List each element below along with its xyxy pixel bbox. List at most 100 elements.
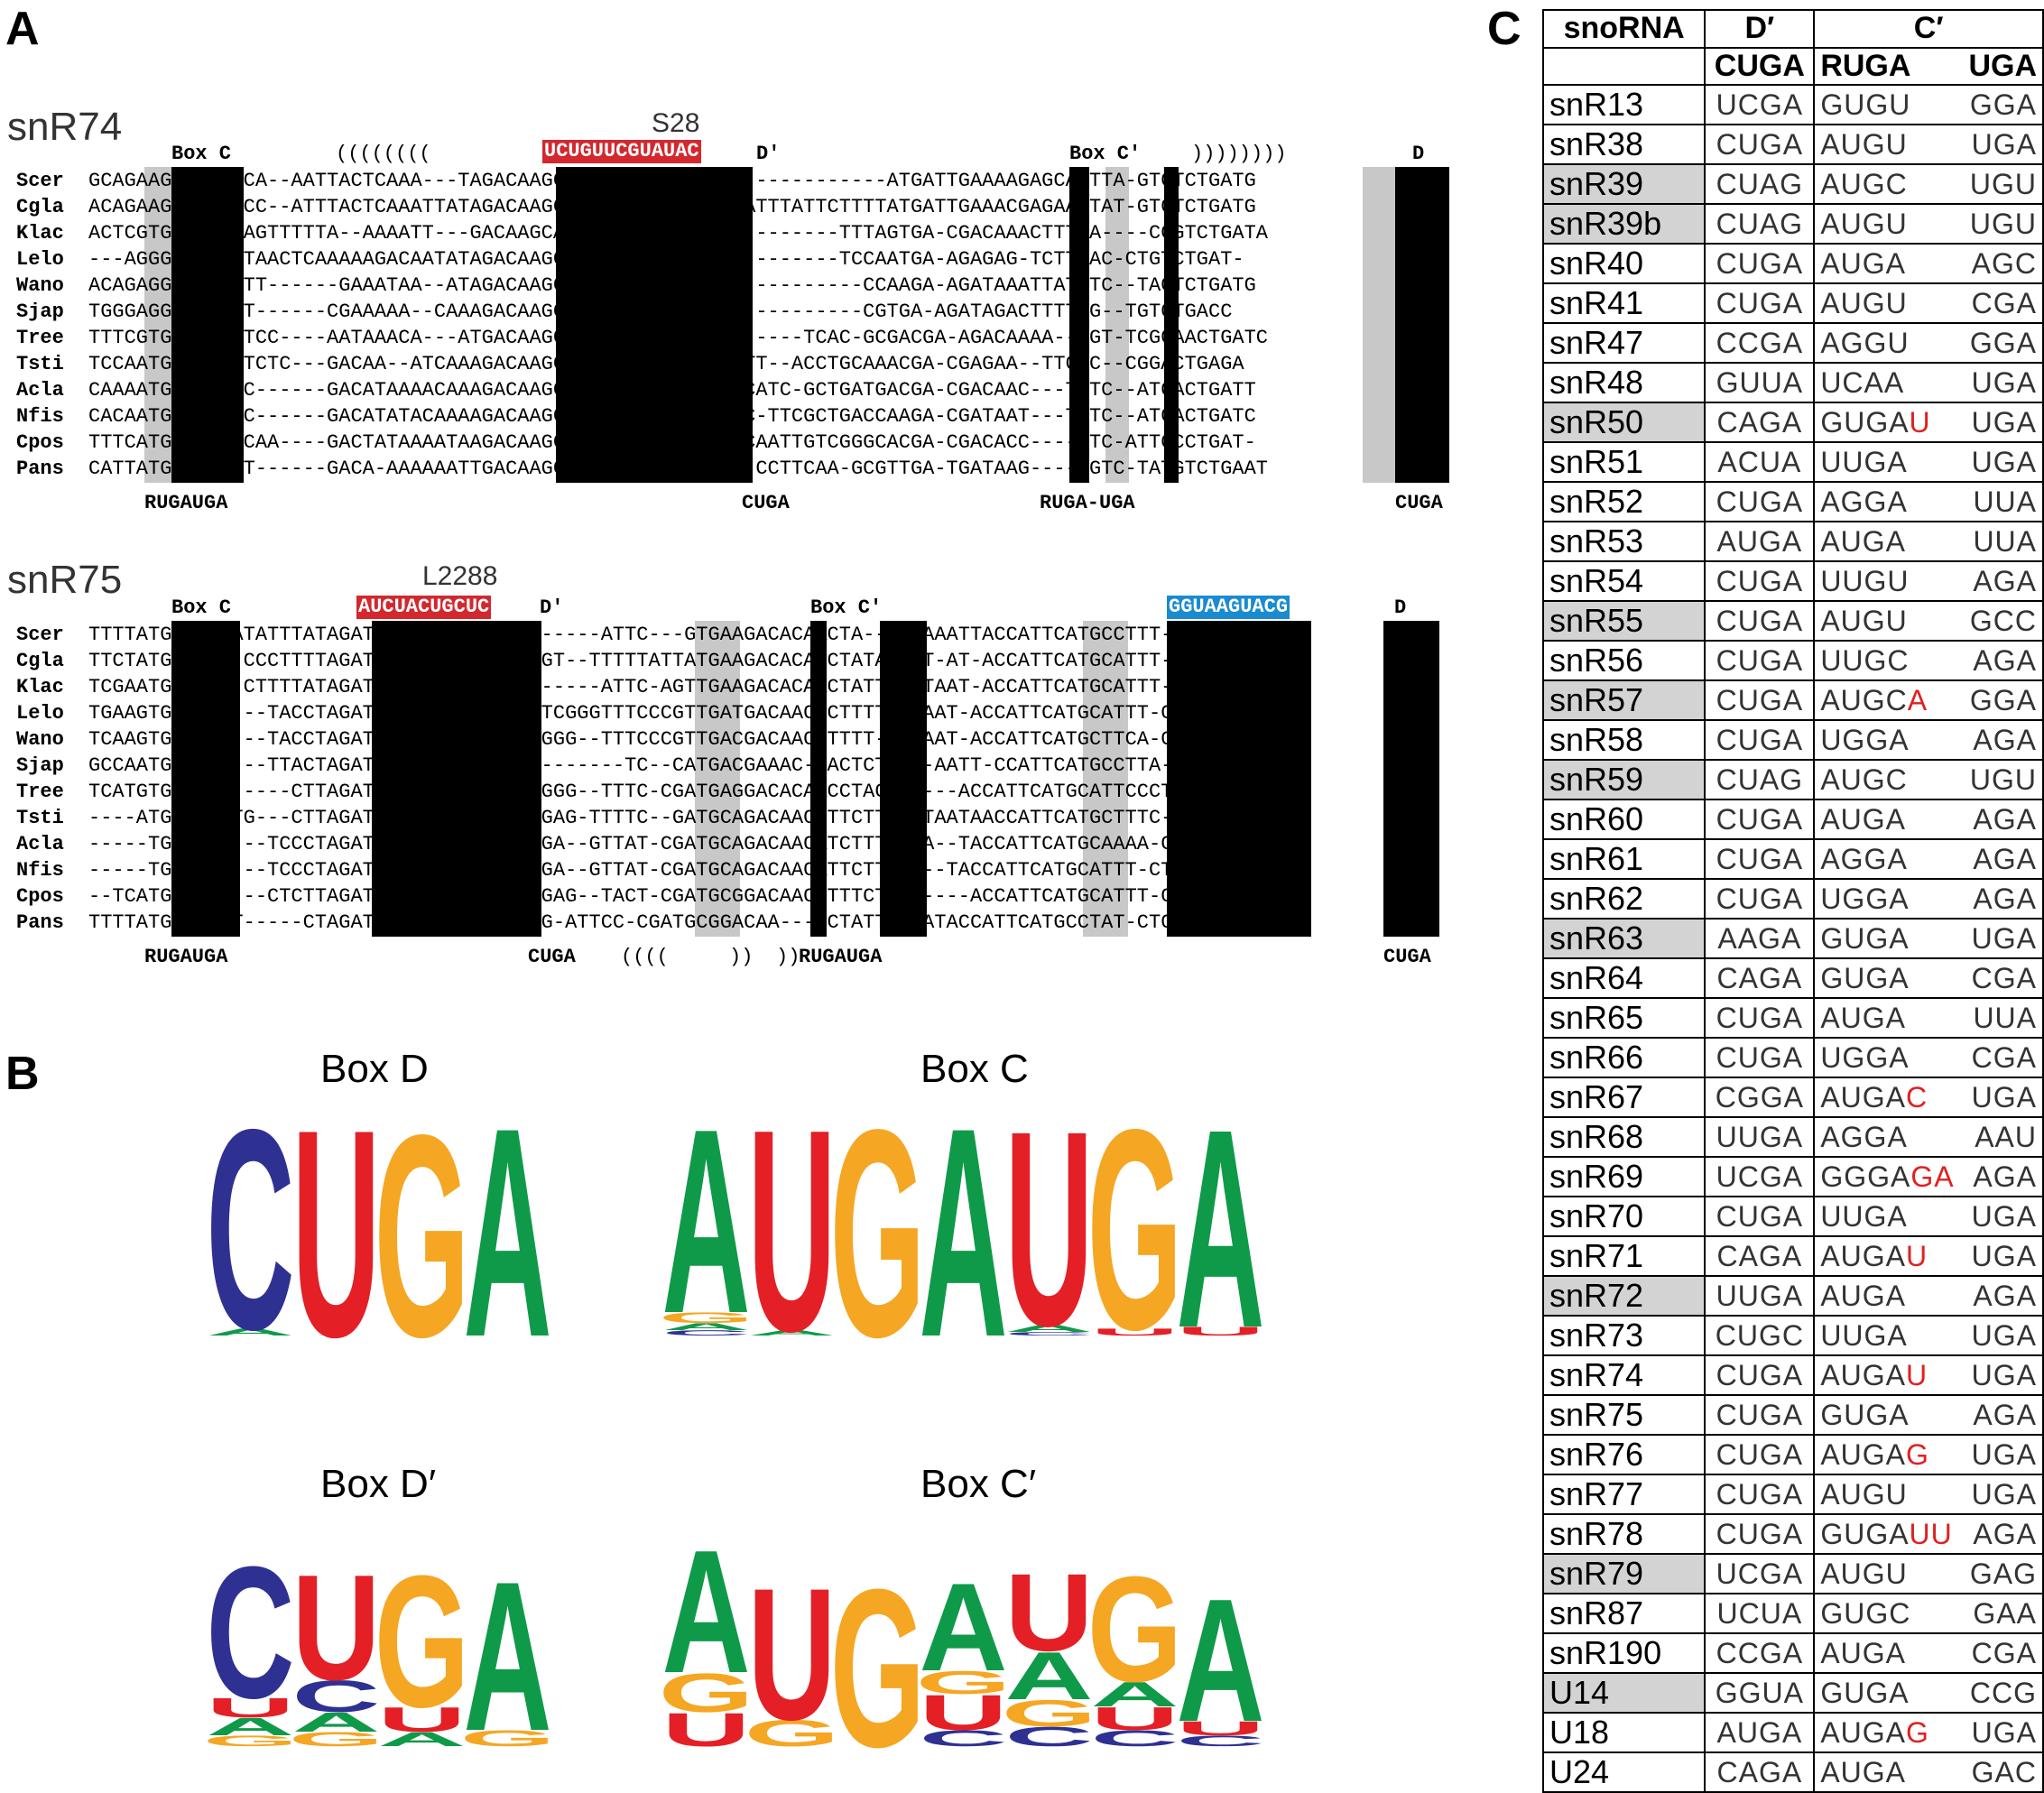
aligned-sequence: GCCAATGAGGAA---TTACTAGATGACGAGTCTGATG---… xyxy=(88,754,1244,777)
cprime-ruga-sequence: GUGA xyxy=(1820,1398,1910,1431)
snorna-name: snR67 xyxy=(1541,1077,1706,1118)
aligned-sequence: CAAAATGATGATTC------GACATAAAACAAAGACAAGC… xyxy=(88,379,1256,402)
logo-letter: G xyxy=(460,1725,556,1751)
logo-letter: G xyxy=(830,1110,926,1345)
cprime-uga-sequence: UGU xyxy=(1959,759,2044,800)
cprime-ruga-cell: AGGA xyxy=(1813,481,1960,522)
table-row: snR55 CUGA AUGU GCC xyxy=(1541,600,2044,642)
logo-letter: A xyxy=(377,1728,466,1751)
dprime-sequence: CUGA xyxy=(1704,282,1816,324)
snorna-name: snR52 xyxy=(1541,481,1706,522)
dprime-sequence: CCGA xyxy=(1704,1632,1816,1674)
cprime-uga-sequence: CGA xyxy=(1959,282,2044,324)
dprime-sequence: CUGA xyxy=(1704,600,1816,642)
table-row: snR71 CAGA AUGAU UGA xyxy=(1541,1235,2044,1277)
dprime-sequence: CUGC xyxy=(1704,1315,1816,1356)
cprime-ruga-sequence: UUGA xyxy=(1820,445,1908,478)
table-row: snR39 CUAG AUGC UGU xyxy=(1541,163,2044,205)
table-row: U24 CAGA AUGA GAC xyxy=(1541,1751,2044,1793)
snorna-name: snR74 xyxy=(1541,1354,1706,1396)
species-name: Sjap xyxy=(16,300,64,323)
species-name: Cpos xyxy=(16,431,64,454)
logo-letter: A xyxy=(463,1110,551,1345)
table-row: snR72 UUGA AUGA AGA xyxy=(1541,1275,2044,1317)
cprime-ruga-sequence: AUGU xyxy=(1820,1557,1908,1590)
logo-letter: C xyxy=(208,1529,295,1738)
dprime-sequence: CUGA xyxy=(1704,481,1816,522)
species-name: Scer xyxy=(16,624,64,646)
species-name: Pans xyxy=(16,457,64,480)
snorna-name: snR47 xyxy=(1541,322,1706,364)
table-row: snR39b CUAG AUGU UGU xyxy=(1541,203,2044,245)
logo-letter: A xyxy=(1176,1562,1264,1755)
cprime-ruga-sequence: GUGA xyxy=(1820,921,1910,955)
dprime-sequence: AUGA xyxy=(1704,521,1816,562)
cprime-insertion: G xyxy=(1906,1715,1929,1749)
snr74-foot-cuga1: CUGA xyxy=(742,492,790,514)
cprime-uga-sequence: AGA xyxy=(1959,1156,2044,1197)
snorna-name: snR55 xyxy=(1541,600,1706,642)
cprime-uga-sequence: UGA xyxy=(1959,441,2044,483)
cprime-ruga-cell: AUGAG xyxy=(1813,1434,1960,1475)
snorna-name: snR68 xyxy=(1541,1116,1706,1158)
cprime-ruga-sequence: GUGC xyxy=(1820,1596,1911,1630)
snr74-shade xyxy=(144,167,171,483)
cprime-ruga-cell: AUGAG xyxy=(1813,1712,1960,1753)
cprime-ruga-cell: GUGU xyxy=(1813,84,1960,125)
species-name: Cpos xyxy=(16,885,64,908)
snorna-name: snR69 xyxy=(1541,1156,1706,1197)
snorna-name: snR66 xyxy=(1541,1037,1706,1078)
logo-letter: U xyxy=(747,1110,836,1345)
table-row: U14 GGUA GUGA CCG xyxy=(1541,1672,2044,1714)
snorna-name: snR53 xyxy=(1541,521,1706,562)
cprime-ruga-sequence: UCAA xyxy=(1820,365,1905,399)
cprime-ruga-sequence: GUGU xyxy=(1820,88,1911,121)
logo-letter: A xyxy=(463,1538,551,1755)
snorna-name: snR72 xyxy=(1541,1275,1706,1317)
cprime-insertion: GA xyxy=(1910,1160,1955,1193)
species-name: Klac xyxy=(16,676,64,698)
cprime-ruga-cell: UGGA xyxy=(1813,1037,1960,1078)
cprime-uga-sequence: GGA xyxy=(1959,322,2044,364)
logo-letter: U xyxy=(208,1692,295,1723)
cprime-ruga-cell: AUGU xyxy=(1813,1553,1960,1594)
table-row: snR67 CGGA AUGAC UGA xyxy=(1541,1077,2044,1118)
dprime-sequence: GUUA xyxy=(1704,362,1816,403)
aligned-sequence: TTTTATGATGAGATATTTATAGATGACGAGTCTGATC---… xyxy=(88,624,1244,646)
snr74-boxcp-block1 xyxy=(1069,167,1089,483)
snorna-name: U24 xyxy=(1541,1751,1706,1793)
dprime-sequence: CUGA xyxy=(1704,1434,1816,1475)
cprime-uga-sequence: UGU xyxy=(1959,203,2044,245)
snorna-name: snR62 xyxy=(1541,878,1706,920)
cprime-ruga-cell: AUGA xyxy=(1813,1751,1960,1793)
cprime-ruga-cell: AUGA xyxy=(1813,521,1960,562)
cprime-ruga-cell: AGGA xyxy=(1813,838,1960,880)
cprime-ruga-cell: UUGC xyxy=(1813,640,1960,681)
species-name: Lelo xyxy=(16,702,64,725)
logo-letter: A xyxy=(291,1706,380,1737)
logo-letter: G xyxy=(830,1542,926,1755)
header-cprime: C′ xyxy=(1813,9,2044,49)
dprime-sequence: CUGA xyxy=(1704,878,1816,920)
cprime-ruga-cell: AUGAU xyxy=(1813,1354,1960,1396)
dprime-sequence: CAGA xyxy=(1704,402,1816,443)
table-row: snR63 AAGA GUGA UGA xyxy=(1541,918,2044,959)
dprime-sequence: CUAG xyxy=(1704,203,1816,245)
table-row: snR87 UCUA GUGC GAA xyxy=(1541,1593,2044,1634)
cprime-ruga-cell: AGGA xyxy=(1813,1116,1960,1158)
table-row: snR54 CUGA UUGU AGA xyxy=(1541,560,2044,602)
cprime-uga-sequence: UGA xyxy=(1959,402,2044,443)
dprime-sequence: CUGA xyxy=(1704,679,1816,721)
cprime-uga-sequence: UGA xyxy=(1959,362,2044,403)
aligned-sequence: -----TGATGAT---TCCCTAGATGACGAGTCTTATTCGA… xyxy=(88,859,1221,882)
snr74-box-c-label: Box C xyxy=(171,143,232,165)
logo-letter: U xyxy=(1177,1325,1265,1338)
table-row: snR48 GUUA UCAA UGA xyxy=(1541,362,2044,403)
cprime-insertion: C xyxy=(1906,1080,1928,1114)
species-name: Nfis xyxy=(16,405,64,428)
logo-letter: U xyxy=(1176,1717,1264,1740)
logo-letter: U xyxy=(1090,1701,1179,1737)
logo-letter: G xyxy=(663,1662,754,1724)
